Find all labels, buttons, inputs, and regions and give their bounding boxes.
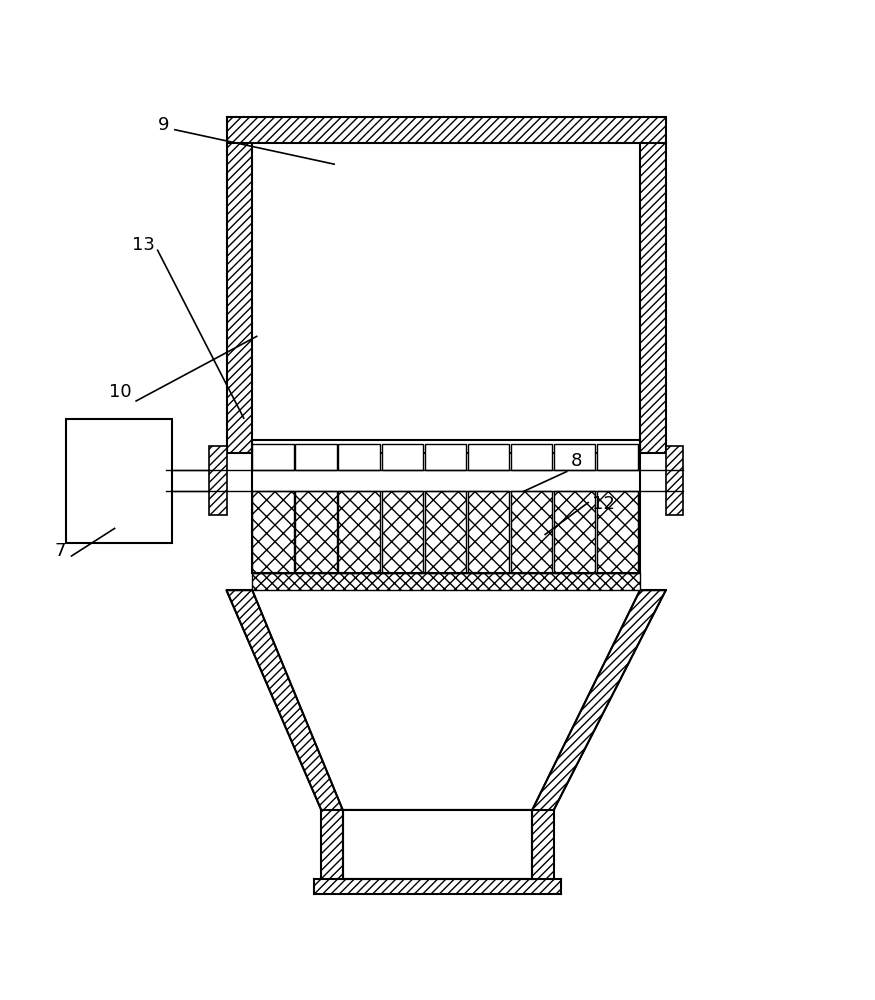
Bar <box>66 419 172 543</box>
Bar <box>252 440 640 573</box>
Bar <box>597 444 638 470</box>
Bar <box>424 444 466 470</box>
Polygon shape <box>227 590 343 810</box>
Bar <box>252 573 640 590</box>
Bar <box>314 879 561 894</box>
Bar <box>511 491 552 573</box>
Text: 13: 13 <box>132 236 155 254</box>
Bar <box>532 810 554 879</box>
Text: 10: 10 <box>108 383 131 401</box>
Bar <box>382 444 423 470</box>
Bar <box>467 491 509 573</box>
Bar <box>640 143 666 453</box>
Bar <box>227 117 666 453</box>
Bar <box>597 491 638 573</box>
Bar <box>382 491 423 573</box>
Bar <box>424 491 466 573</box>
Bar <box>339 491 380 573</box>
Bar <box>554 491 595 573</box>
Bar <box>227 117 666 143</box>
Bar <box>666 446 682 515</box>
Bar <box>321 810 343 879</box>
Bar <box>252 491 294 573</box>
Bar <box>467 444 509 470</box>
Bar <box>554 444 595 470</box>
Bar <box>343 810 532 879</box>
Bar <box>296 491 337 573</box>
Bar <box>252 444 294 470</box>
Bar <box>339 444 380 470</box>
Polygon shape <box>532 590 666 810</box>
Text: 8: 8 <box>571 452 583 470</box>
Text: 7: 7 <box>54 542 66 560</box>
Bar <box>296 444 337 470</box>
Bar <box>511 444 552 470</box>
Bar <box>227 143 252 453</box>
Text: 12: 12 <box>592 495 615 513</box>
Text: 9: 9 <box>158 116 169 134</box>
Bar <box>209 446 227 515</box>
